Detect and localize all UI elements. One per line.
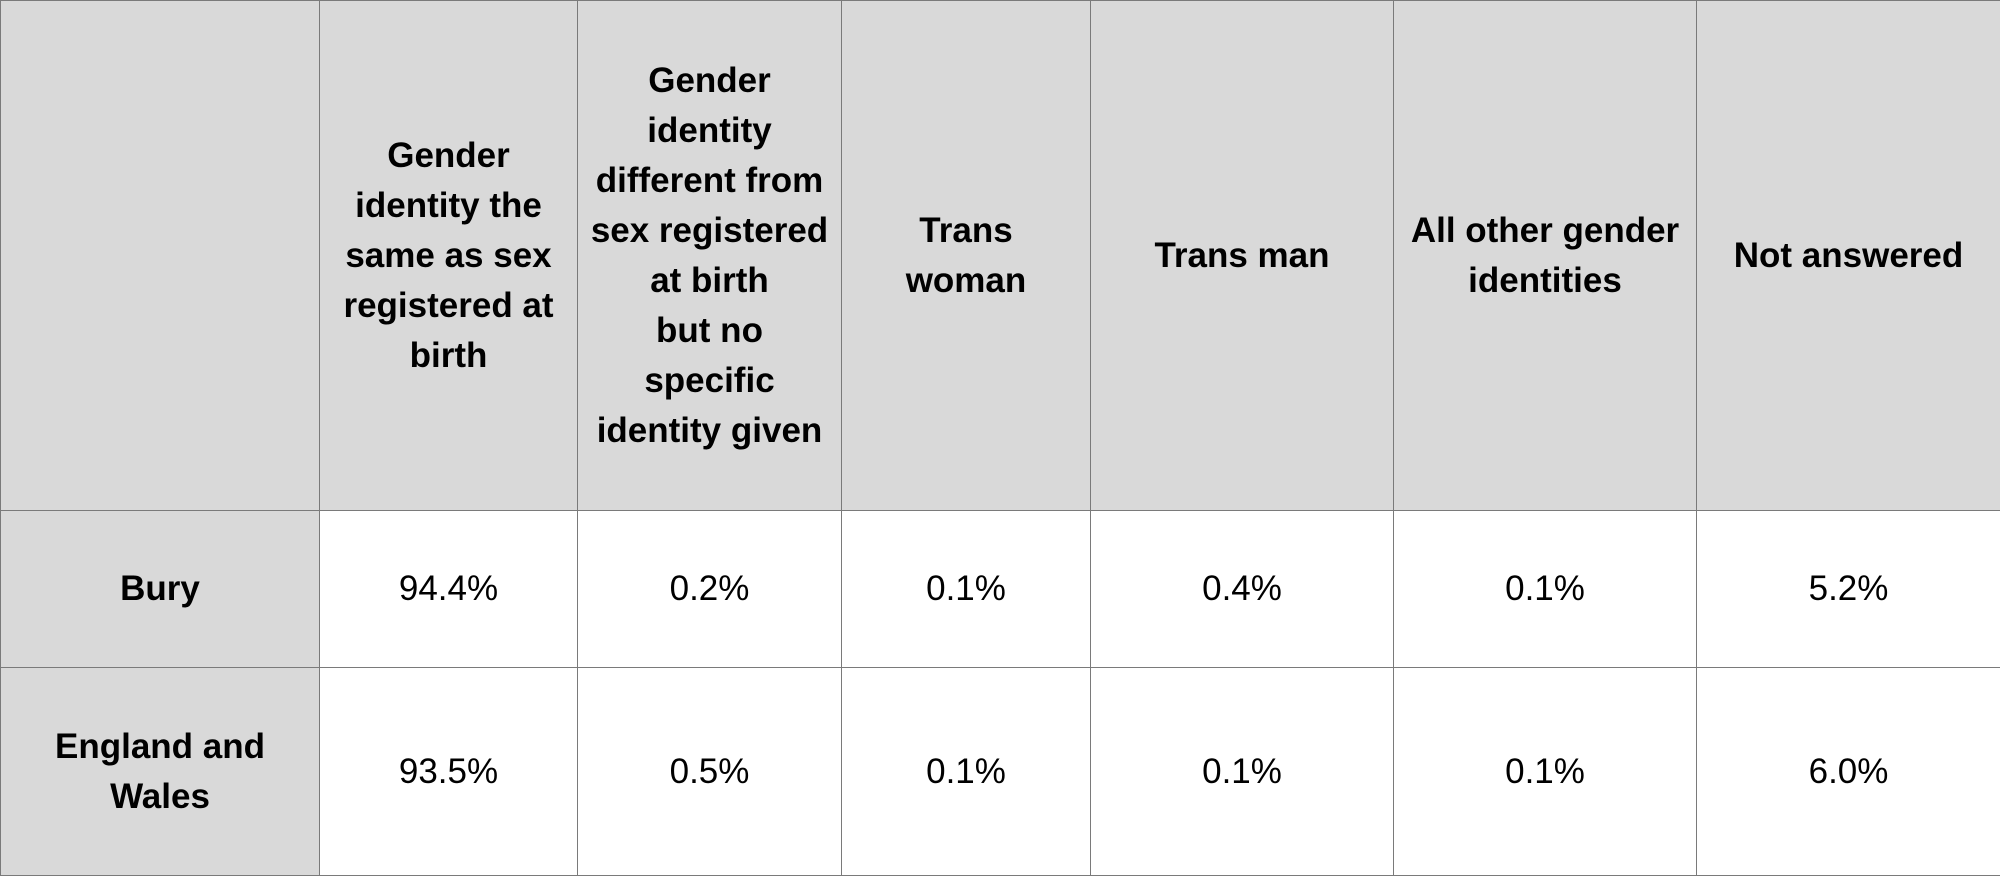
- table-cell: 94.4%: [320, 511, 578, 668]
- column-header-trans-woman: Trans woman: [842, 1, 1091, 511]
- table-cell: 0.4%: [1091, 511, 1394, 668]
- table-cell: 0.1%: [1394, 511, 1697, 668]
- column-header-other-identities: All other gender identities: [1394, 1, 1697, 511]
- table-cell: 0.1%: [1394, 668, 1697, 876]
- table-cell: 0.2%: [578, 511, 842, 668]
- table-cell: 0.1%: [1091, 668, 1394, 876]
- table-cell: 6.0%: [1697, 668, 2000, 876]
- column-header-not-answered: Not answered: [1697, 1, 2000, 511]
- table-cell: 5.2%: [1697, 511, 2000, 668]
- row-label-bury: Bury: [1, 511, 320, 668]
- table-cell: 0.1%: [842, 511, 1091, 668]
- table-cell: 0.1%: [842, 668, 1091, 876]
- header-row: Gender identity the same as sex register…: [1, 1, 2000, 511]
- table-row-england-wales: England and Wales 93.5% 0.5% 0.1% 0.1% 0…: [1, 668, 2000, 876]
- table-cell: 93.5%: [320, 668, 578, 876]
- column-header-trans-man: Trans man: [1091, 1, 1394, 511]
- column-header-same-as-sex: Gender identity the same as sex register…: [320, 1, 578, 511]
- row-label-england-wales: England and Wales: [1, 668, 320, 876]
- table-row-bury: Bury 94.4% 0.2% 0.1% 0.4% 0.1% 5.2%: [1, 511, 2000, 668]
- corner-cell: [1, 1, 320, 511]
- column-header-different-no-identity: Gender identity different from sex regis…: [578, 1, 842, 511]
- table-cell: 0.5%: [578, 668, 842, 876]
